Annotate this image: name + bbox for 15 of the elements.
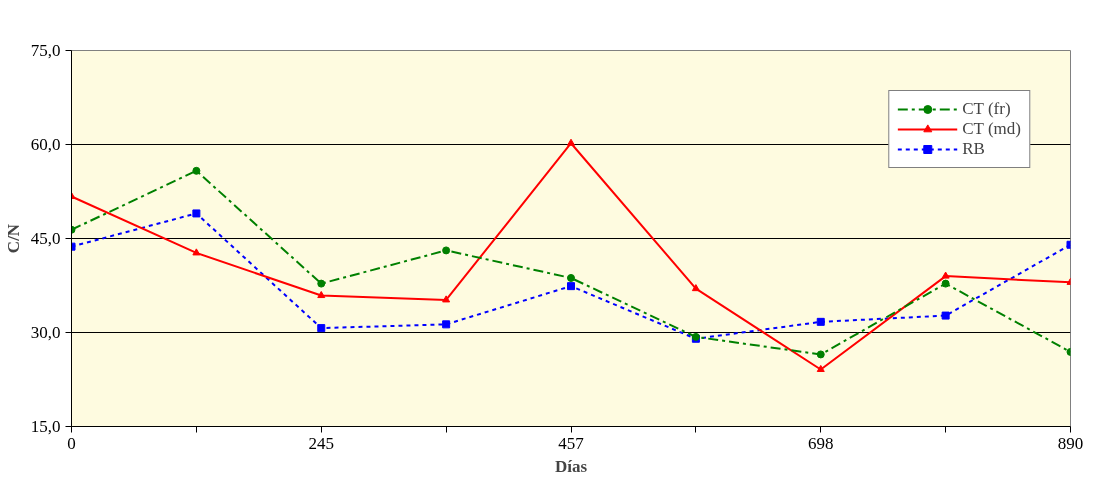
y-tick-label: 45,0	[30, 229, 61, 248]
y-tick-label: 15,0	[30, 417, 61, 436]
x-tick-label: 890	[1057, 433, 1084, 453]
x-tick-label: 457	[558, 433, 585, 453]
y-tick-label: 60,0	[30, 135, 61, 154]
y-axis-title: C/N	[3, 223, 23, 254]
legend-label: CT (md)	[962, 119, 1021, 139]
x-tick-label: 698	[808, 433, 834, 453]
x-axis-title: Días	[554, 456, 588, 476]
y-tick-label: 75,0	[30, 41, 61, 60]
x-tick-label: 245	[308, 433, 334, 453]
y-tick-label: 30,0	[30, 323, 61, 342]
legend-label: CT (fr)	[962, 99, 1011, 119]
x-tick-label: 0	[67, 433, 76, 453]
legend-label: RB	[962, 139, 985, 159]
